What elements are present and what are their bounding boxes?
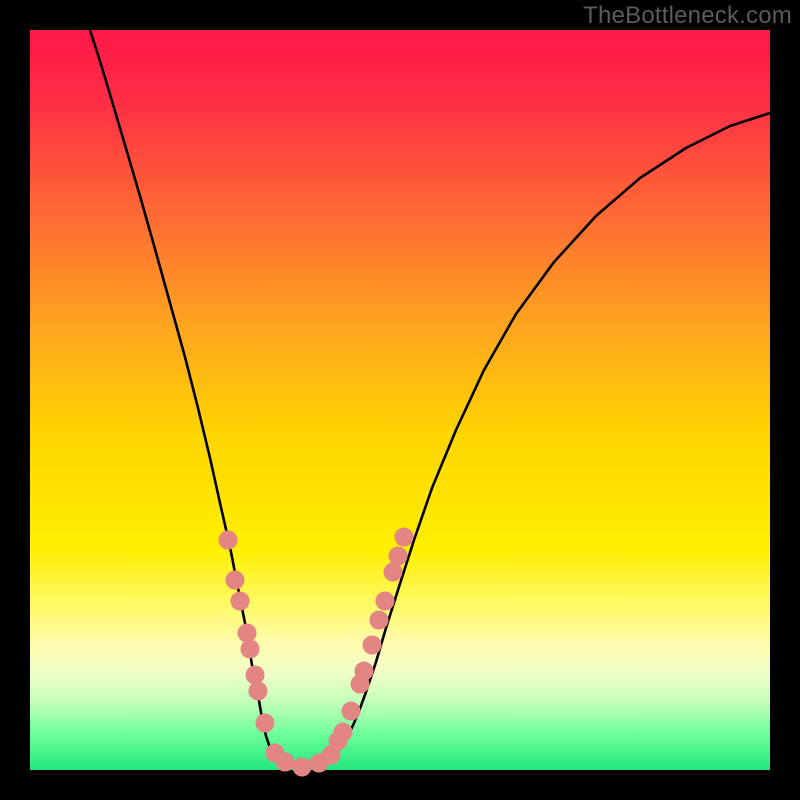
marker-point [226,571,244,589]
marker-point [249,682,267,700]
curve-left-branch [90,30,306,767]
marker-group [219,528,413,776]
marker-point [363,636,381,654]
marker-point [370,611,388,629]
marker-point [293,758,311,776]
watermark-label: TheBottleneck.com [583,2,792,30]
marker-point [342,702,360,720]
plot-area [30,30,770,770]
marker-point [376,592,394,610]
marker-point [246,666,264,684]
marker-point [241,640,259,658]
marker-point [256,714,274,732]
marker-point [219,531,237,549]
curve-right-branch [306,113,770,767]
marker-point [238,624,256,642]
chart-svg [30,30,770,770]
marker-point [334,723,352,741]
marker-point [276,753,294,771]
marker-point [389,547,407,565]
marker-point [231,592,249,610]
marker-point [355,662,373,680]
marker-point [395,528,413,546]
marker-point [384,563,402,581]
